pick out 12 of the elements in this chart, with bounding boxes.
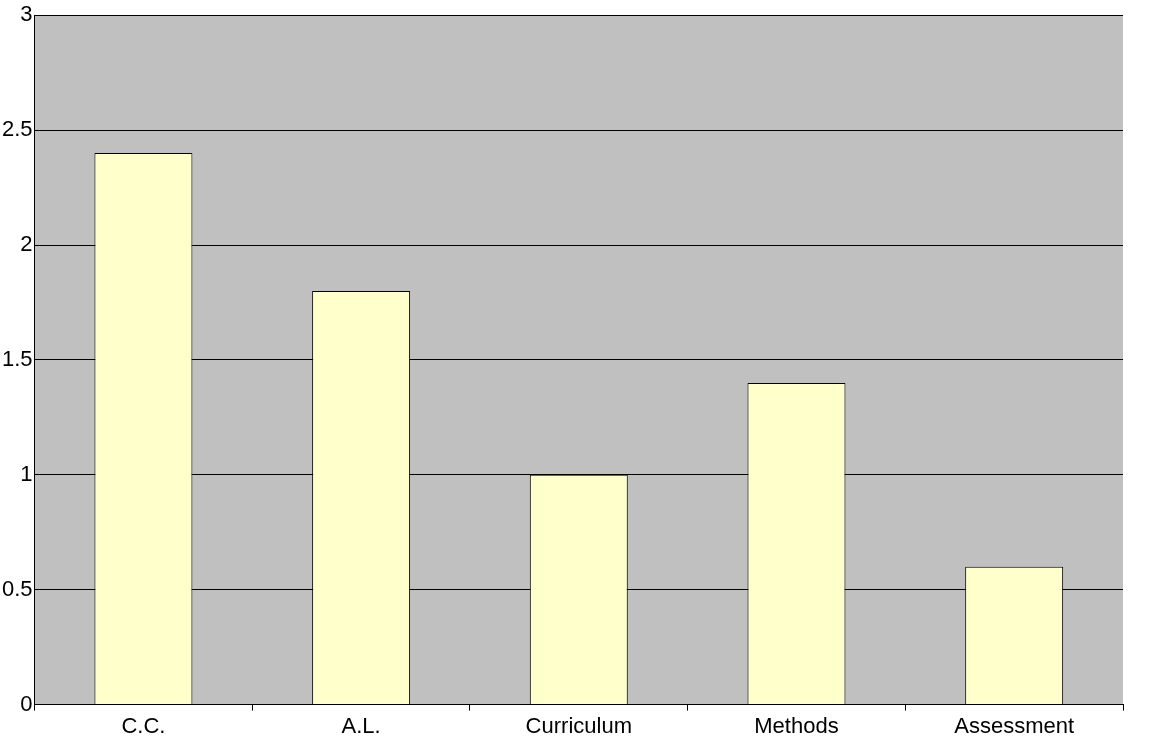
y-tick-label: 1.5 <box>1 345 33 371</box>
x-tick-label: Assessment <box>954 712 1075 738</box>
y-tick-label: 2 <box>20 231 33 257</box>
y-tick-label: 3 <box>20 1 33 27</box>
y-tick-label: 0 <box>20 690 33 716</box>
x-tick-label: Curriculum <box>525 712 632 738</box>
x-tick-label: Methods <box>754 712 839 738</box>
y-tick-label: 2.5 <box>1 116 33 142</box>
y-tick-label: 0.5 <box>1 575 33 601</box>
x-tick-label: A.L. <box>341 712 381 738</box>
x-tick-label: C.C. <box>121 712 166 738</box>
y-tick-label: 1 <box>20 460 33 486</box>
